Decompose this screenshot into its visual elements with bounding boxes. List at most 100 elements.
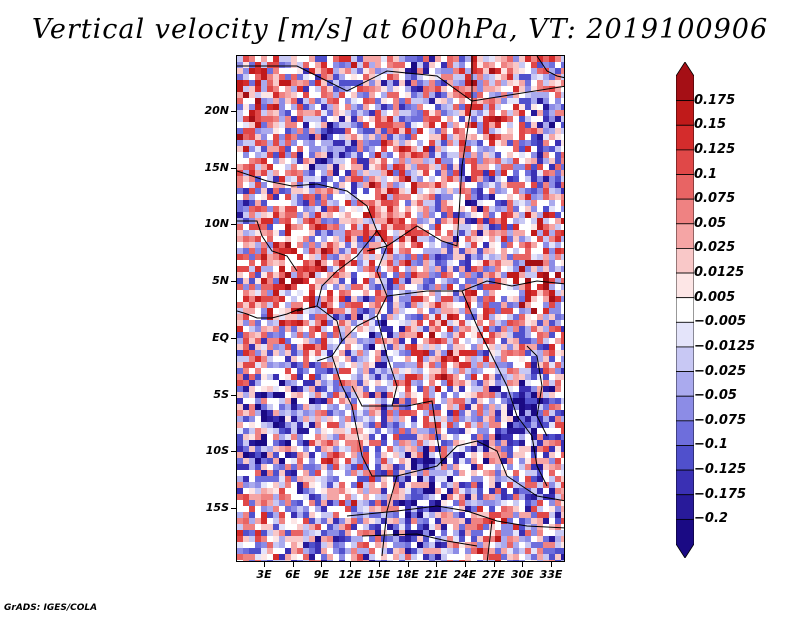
longitude-label: 24E bbox=[453, 568, 477, 581]
boundary-line bbox=[486, 520, 493, 561]
boundary-line bbox=[526, 345, 548, 437]
colorbar-label: 0.15 bbox=[694, 117, 727, 133]
longitude-tick bbox=[464, 562, 466, 567]
colorbar-label: −0.175 bbox=[694, 486, 747, 502]
latitude-tick bbox=[231, 507, 236, 509]
boundary-line bbox=[237, 220, 298, 272]
colorbar-segment bbox=[676, 272, 694, 299]
colorbar-segment bbox=[676, 223, 694, 249]
boundary-line bbox=[536, 56, 564, 79]
latitude-label: 10S bbox=[205, 444, 229, 458]
longitude-tick bbox=[493, 562, 495, 567]
longitude-tick bbox=[264, 562, 265, 567]
latitude-tick bbox=[231, 111, 236, 112]
colorbar-label: −0.075 bbox=[694, 412, 747, 428]
colorbar-label: 0.05 bbox=[694, 215, 727, 231]
colorbar-label: 0.0125 bbox=[694, 265, 745, 281]
boundary-line bbox=[237, 307, 303, 319]
latitude-label: 5S bbox=[213, 387, 229, 401]
longitude-tick bbox=[292, 562, 294, 567]
field-cells bbox=[237, 56, 564, 561]
latitude-tick bbox=[231, 281, 236, 283]
longitude-label: 6E bbox=[285, 568, 301, 581]
latitude-label: 10N bbox=[204, 217, 229, 231]
colorbar-label: −0.025 bbox=[694, 363, 747, 379]
colorbar-segment bbox=[676, 124, 694, 151]
colorbar-label: −0.2 bbox=[694, 511, 728, 527]
boundary-line bbox=[506, 385, 548, 487]
longitude-tick bbox=[321, 562, 323, 567]
longitude-label: 12E bbox=[338, 568, 362, 581]
latitude-tick bbox=[231, 167, 236, 169]
longitude-label: 15E bbox=[367, 568, 391, 581]
colorbar-segment bbox=[676, 371, 694, 397]
colorbar-segment bbox=[676, 248, 694, 274]
colorbar-segment bbox=[676, 174, 694, 200]
boundary-line bbox=[461, 290, 508, 387]
latitude-tick bbox=[231, 394, 236, 396]
boundary-line bbox=[362, 400, 443, 467]
colorbar-label: −0.0125 bbox=[694, 338, 756, 354]
colorbar-label: −0.05 bbox=[694, 388, 737, 404]
longitude-label: 33E bbox=[539, 568, 563, 581]
colorbar-label: 0.005 bbox=[694, 289, 736, 305]
longitude-label: 27E bbox=[482, 568, 506, 581]
latitude-label: EQ bbox=[212, 330, 229, 344]
boundary-line bbox=[351, 315, 398, 407]
chart-title: Vertical velocity [m/s] at 600hPa, VT: 2… bbox=[31, 14, 769, 45]
colorbar bbox=[676, 62, 694, 558]
colorbar-label: −0.1 bbox=[694, 437, 728, 453]
longitude-label: 18E bbox=[396, 568, 419, 581]
colorbar-segment bbox=[676, 445, 694, 471]
country-boundaries bbox=[237, 56, 564, 561]
colorbar-label: 0.025 bbox=[694, 240, 736, 256]
latitude-label: 5N bbox=[212, 274, 229, 288]
grads-credit: GrADS: IGES/COLA bbox=[4, 603, 98, 613]
latitude-label: 15S bbox=[205, 500, 229, 514]
colorbar-segment bbox=[676, 321, 694, 348]
colorbar-label: 0.175 bbox=[694, 92, 736, 108]
boundary-line bbox=[341, 245, 388, 342]
vertical-velocity-field-map bbox=[237, 56, 564, 561]
longitude-tick bbox=[436, 562, 438, 567]
colorbar-segment bbox=[676, 100, 694, 126]
latitude-tick bbox=[231, 224, 236, 226]
latitude-label: 15N bbox=[204, 160, 229, 174]
colorbar-label: −0.125 bbox=[694, 462, 747, 478]
latitude-tick bbox=[231, 451, 236, 453]
colorbar-label: 0.125 bbox=[694, 141, 736, 157]
colorbar-segment bbox=[676, 469, 694, 496]
colorbar-segment bbox=[676, 395, 694, 422]
colorbar-segment bbox=[676, 420, 694, 446]
boundary-line bbox=[396, 440, 564, 502]
map-plot-area bbox=[236, 55, 565, 562]
colorbar-segment bbox=[676, 494, 694, 520]
boundary-line bbox=[296, 230, 378, 312]
longitude-tick bbox=[522, 562, 524, 567]
colorbar-segment bbox=[676, 346, 694, 372]
boundary-line bbox=[361, 533, 478, 547]
boundary-line bbox=[331, 355, 397, 477]
longitude-tick bbox=[407, 562, 409, 567]
longitude-tick bbox=[551, 562, 552, 567]
longitude-label: 30E bbox=[510, 568, 534, 581]
boundary-line bbox=[386, 280, 564, 297]
longitude-tick bbox=[378, 562, 380, 567]
colorbar-label: −0.005 bbox=[694, 314, 747, 330]
latitude-tick bbox=[231, 337, 236, 339]
colorbar-segment bbox=[676, 297, 694, 323]
colorbar-segment bbox=[676, 518, 694, 558]
longitude-tick bbox=[350, 562, 352, 567]
boundary-line bbox=[237, 170, 388, 247]
latitude-label: 20N bbox=[204, 104, 229, 117]
colorbar-label: 0.075 bbox=[694, 191, 736, 207]
longitude-label: 9E bbox=[313, 568, 329, 581]
boundary-line bbox=[381, 475, 398, 557]
colorbar-segment bbox=[676, 198, 694, 225]
colorbar-segment bbox=[676, 62, 694, 102]
colorbar-segment bbox=[676, 149, 694, 175]
boundary-line bbox=[346, 505, 564, 529]
colorbar-label: 0.1 bbox=[694, 166, 718, 182]
longitude-label: 21E bbox=[424, 568, 448, 581]
boundary-line bbox=[471, 85, 564, 102]
